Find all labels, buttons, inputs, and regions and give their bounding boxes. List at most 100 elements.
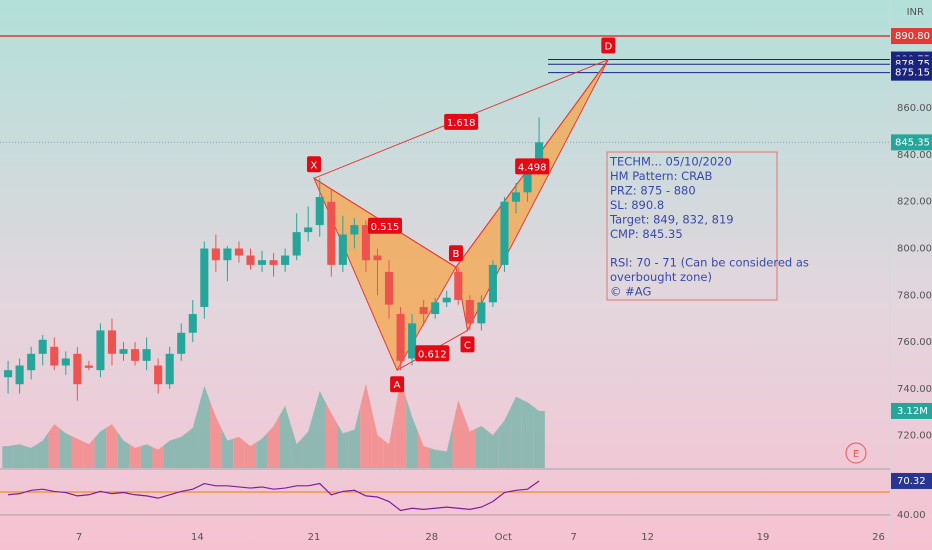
volume-area: [175, 432, 188, 468]
pattern-point-label: X: [311, 160, 318, 171]
pattern-point-label-box: [390, 376, 405, 393]
pattern-point-label: D: [604, 42, 612, 53]
candle-body: [50, 346, 59, 366]
candle-body: [315, 197, 324, 226]
note-line: TECHM... 05/10/2020: [609, 155, 732, 169]
note-line: © #AG: [610, 285, 651, 299]
volume-area: [244, 441, 257, 468]
candle-body: [408, 323, 417, 359]
candle-body: [131, 349, 140, 361]
note-box: [606, 151, 778, 301]
candle-body: [73, 353, 82, 385]
volume-area: [371, 409, 384, 468]
volume-area: [163, 438, 176, 468]
volume-area: [279, 405, 291, 468]
candle-body: [292, 232, 301, 256]
pattern-point-label: C: [464, 340, 471, 351]
volume-area: [233, 436, 245, 468]
volume-area: [106, 424, 118, 468]
ratio-label-box: [444, 113, 479, 130]
price-label-box: [891, 28, 932, 45]
candle-body: [373, 255, 382, 261]
volume-area: [464, 415, 476, 468]
candle-body: [38, 339, 47, 354]
volume-area: [348, 406, 361, 468]
candle-body: [96, 330, 105, 371]
candle-body: [338, 234, 347, 265]
volume-area: [521, 399, 534, 468]
ratio-label: 0.515: [371, 222, 400, 233]
candle-body: [396, 314, 405, 361]
x-tick-label: 21: [308, 532, 321, 543]
volume-area: [256, 432, 268, 468]
volume-area: [198, 385, 211, 468]
candle-body: [431, 302, 440, 315]
volume-area: [94, 427, 107, 468]
x-tick-label: Oct: [495, 532, 512, 543]
y-tick-label: 860.00: [897, 103, 932, 114]
rsi-last-box: [891, 472, 932, 489]
candle-body: [257, 260, 267, 265]
x-tick-label: 12: [641, 532, 654, 543]
volume-area: [533, 406, 545, 468]
volume-area: [325, 402, 338, 468]
volume-area: [48, 424, 61, 468]
ratio-label: 4.498: [518, 162, 547, 173]
volume-area: [36, 432, 49, 468]
ratio-label-box: [367, 217, 402, 234]
volume-area: [152, 445, 164, 468]
volume-area: [417, 431, 430, 468]
pattern-point-label-box: [448, 245, 463, 262]
candle-body: [327, 201, 336, 265]
candle-body: [188, 314, 197, 333]
y-tick-label: 760.00: [897, 337, 932, 348]
x-tick-label: 19: [757, 532, 770, 543]
rsi-tick-label: 40.00: [897, 510, 926, 521]
candle-body: [234, 248, 243, 256]
volume-area: [221, 428, 234, 468]
volume-area: [487, 427, 499, 468]
candle-body: [15, 365, 24, 385]
candle-body: [535, 142, 544, 160]
candle-body: [384, 271, 394, 305]
candle-body: [27, 353, 36, 371]
candle-body: [84, 365, 93, 368]
volume-area: [510, 396, 522, 468]
rsi-last-label: 70.32: [897, 476, 926, 487]
x-tick-label: 14: [191, 532, 204, 543]
volume-area: [13, 444, 26, 468]
note-line: RSI: 70 - 71 (Can be considered as: [610, 256, 809, 270]
candle-body: [200, 248, 209, 308]
pattern-point-label: A: [394, 380, 401, 391]
candle-body: [154, 365, 163, 385]
event-icon: [845, 442, 867, 464]
volume-area: [117, 432, 130, 468]
ratio-label-box: [515, 158, 550, 175]
y-tick-label: 840.00: [897, 150, 932, 161]
volume-area: [25, 444, 37, 468]
y-tick-label: 720.00: [897, 431, 932, 442]
volume-area: [302, 411, 314, 468]
y-tick-label: 800.00: [897, 244, 932, 255]
volume-label: 3.12M: [897, 406, 928, 417]
price-label-box: [891, 64, 932, 81]
volume-area: [440, 425, 453, 468]
currency: INR: [907, 7, 924, 18]
pattern-point-label-box: [460, 336, 475, 353]
candle-body: [511, 192, 521, 202]
volume-label-box: [891, 402, 932, 419]
note-line: HM Pattern: CRAB: [610, 169, 713, 183]
volume-area: [360, 383, 372, 468]
candle-body: [107, 330, 117, 354]
candle-body: [246, 255, 255, 265]
candle-body: [361, 225, 370, 261]
x-tick-label: 7: [571, 532, 577, 543]
volume-area: [2, 445, 14, 468]
y-tick-label: 740.00: [897, 384, 932, 395]
candle-body: [165, 353, 174, 385]
volume-area: [267, 415, 280, 468]
volume-area: [498, 408, 511, 468]
price-label: 890.80: [895, 31, 930, 42]
pattern-point-label-box: [601, 37, 616, 54]
volume-area: [406, 398, 418, 468]
